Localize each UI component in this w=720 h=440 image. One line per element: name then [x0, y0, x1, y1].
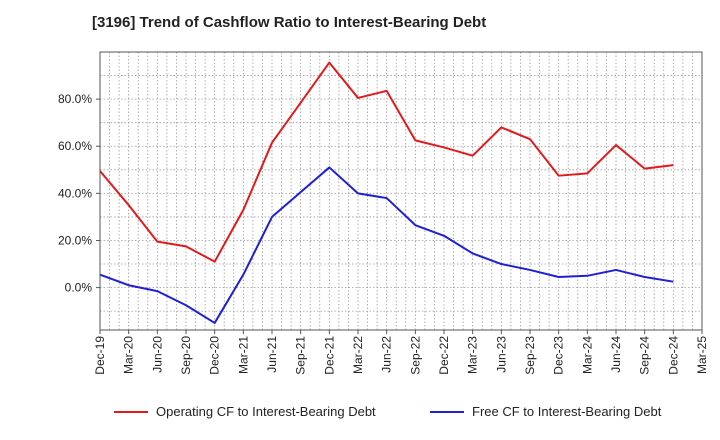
chart-title: [3196] Trend of Cashflow Ratio to Intere… — [92, 14, 487, 31]
x-tick-label: Dec-22 — [437, 336, 451, 375]
x-tick-label: Jun-21 — [265, 336, 279, 373]
legend-swatch-operating-cf — [114, 410, 148, 413]
legend-label-free-cf: Free CF to Interest-Bearing Debt — [472, 404, 662, 419]
legend-item-operating-cf: Operating CF to Interest-Bearing Debt — [114, 404, 376, 419]
legend-label-operating-cf: Operating CF to Interest-Bearing Debt — [156, 404, 376, 419]
legend-swatch-free-cf — [430, 410, 464, 413]
series-layer — [99, 61, 674, 324]
x-tick-label: Sep-21 — [294, 336, 308, 375]
y-tick-label: 40.0% — [58, 186, 92, 200]
y-tick-label: 0.0% — [65, 281, 93, 295]
y-tick-label: 80.0% — [58, 92, 92, 106]
y-axis: 0.0% 20.0% 40.0% 60.0% 80.0% — [58, 92, 100, 295]
x-tick-label: Mar-25 — [695, 336, 709, 374]
x-tick-label: Jun-22 — [380, 336, 394, 373]
x-tick-label: Dec-21 — [322, 336, 336, 375]
y-tick-label: 60.0% — [58, 139, 92, 153]
x-tick-label: Jun-20 — [150, 336, 164, 373]
x-tick-label: Dec-24 — [666, 336, 680, 375]
x-tick-label: Mar-24 — [580, 336, 594, 374]
x-tick-label: Sep-23 — [523, 336, 537, 375]
series-line-operating-cf — [99, 61, 674, 263]
x-tick-label: Dec-19 — [93, 336, 107, 375]
x-tick-label: Sep-24 — [638, 336, 652, 375]
y-tick-label: 20.0% — [58, 233, 92, 247]
x-tick-label: Sep-20 — [179, 336, 193, 375]
x-tick-label: Mar-23 — [466, 336, 480, 374]
x-axis: Dec-19 Mar-20 Jun-20 Sep-20 Dec-20 Mar-21 Jun-… — [93, 330, 709, 375]
x-tick-label: Dec-20 — [208, 336, 222, 375]
grid — [100, 52, 702, 330]
x-tick-label: Jun-23 — [494, 336, 508, 373]
x-tick-label: Sep-22 — [408, 336, 422, 375]
legend: Operating CF to Interest-Bearing Debt Fr… — [0, 404, 720, 426]
x-tick-label: Mar-22 — [351, 336, 365, 374]
series-line-free-cf — [99, 166, 674, 324]
legend-item-free-cf: Free CF to Interest-Bearing Debt — [430, 404, 661, 419]
x-tick-label: Mar-21 — [236, 336, 250, 374]
plot-area-border — [99, 51, 703, 331]
x-tick-label: Jun-24 — [609, 336, 623, 373]
x-tick-label: Dec-23 — [552, 336, 566, 375]
x-tick-label: Mar-20 — [122, 336, 136, 374]
